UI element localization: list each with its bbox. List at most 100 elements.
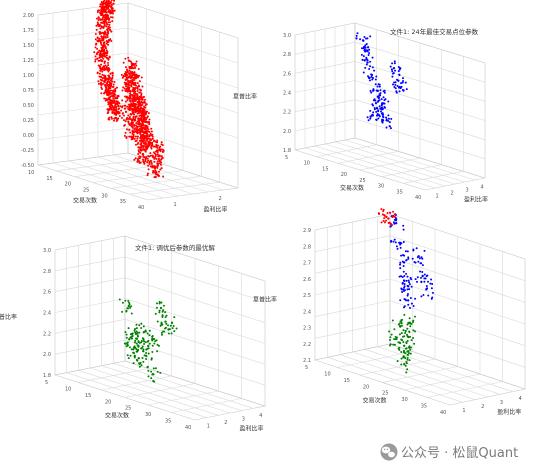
- data-point: [124, 73, 127, 76]
- data-point: [363, 35, 366, 38]
- data-point: [400, 350, 403, 353]
- data-point: [416, 280, 419, 283]
- data-point: [126, 343, 129, 346]
- data-point: [117, 104, 120, 107]
- data-point: [107, 78, 110, 81]
- series-points: [389, 213, 434, 310]
- data-point: [132, 348, 135, 351]
- data-point: [398, 68, 401, 71]
- data-point: [421, 257, 424, 260]
- data-point: [388, 211, 391, 214]
- data-point: [98, 75, 101, 78]
- data-point: [362, 47, 365, 50]
- series-points: [355, 32, 408, 130]
- data-point: [368, 68, 371, 71]
- data-point: [171, 321, 174, 324]
- data-point: [406, 285, 409, 288]
- y-tick-label: 25: [83, 188, 89, 194]
- data-point: [175, 327, 178, 330]
- y-tick-label: 10: [65, 386, 71, 392]
- data-point: [124, 66, 127, 69]
- data-point: [125, 68, 128, 71]
- data-point: [149, 165, 152, 168]
- data-point: [156, 141, 159, 144]
- data-point: [131, 90, 134, 93]
- data-point: [131, 74, 134, 77]
- data-point: [130, 135, 133, 138]
- data-point: [106, 108, 109, 111]
- x-tick-label: 3: [500, 400, 503, 406]
- data-point: [125, 135, 128, 138]
- data-point: [121, 106, 124, 109]
- data-point: [155, 339, 158, 342]
- data-point: [164, 316, 167, 319]
- data-point: [107, 16, 110, 19]
- data-point: [138, 128, 141, 131]
- data-point: [144, 104, 147, 107]
- data-point: [112, 109, 115, 112]
- x-tick-label: 3: [466, 188, 469, 194]
- data-point: [161, 157, 164, 160]
- data-point: [153, 380, 156, 383]
- data-point: [389, 336, 392, 339]
- data-point: [397, 70, 400, 73]
- data-point: [101, 48, 104, 51]
- data-point: [401, 282, 404, 285]
- data-point: [103, 0, 106, 2]
- data-point: [112, 2, 115, 5]
- data-point: [398, 74, 401, 77]
- data-point: [137, 157, 140, 160]
- data-point: [134, 74, 137, 77]
- data-point: [156, 163, 159, 166]
- data-point: [106, 33, 109, 36]
- data-point: [105, 22, 108, 25]
- data-point: [97, 16, 100, 19]
- y-tick-label: 30: [401, 397, 407, 403]
- data-point: [130, 312, 133, 315]
- data-point: [167, 324, 170, 327]
- data-point: [387, 119, 390, 122]
- data-point: [146, 161, 149, 164]
- data-point: [115, 116, 118, 119]
- series-points: [93, 0, 165, 179]
- y-tick-label: 15: [46, 176, 52, 182]
- data-point: [102, 38, 105, 41]
- y-tick-label: 15: [85, 393, 91, 399]
- data-point: [127, 357, 130, 360]
- data-point: [401, 260, 404, 263]
- data-point: [371, 56, 374, 59]
- data-point: [105, 82, 108, 85]
- data-point: [99, 5, 102, 8]
- data-point: [141, 96, 144, 99]
- data-point: [148, 134, 151, 137]
- data-point: [419, 270, 422, 273]
- x-axis-title: 盈利比率: [464, 195, 488, 203]
- data-point: [129, 97, 132, 100]
- data-point: [119, 105, 122, 108]
- data-point: [124, 131, 127, 134]
- data-point: [407, 256, 410, 259]
- z-tick-label: 2.4: [303, 309, 311, 315]
- data-point: [110, 116, 113, 119]
- y-tick-label: 40: [415, 195, 421, 201]
- data-point: [153, 152, 156, 155]
- z-tick-label: 1.8: [283, 148, 291, 154]
- data-point: [143, 340, 146, 343]
- data-point: [128, 69, 131, 72]
- data-point: [120, 109, 123, 112]
- data-point: [158, 170, 161, 173]
- data-point: [136, 93, 139, 96]
- data-point: [135, 64, 138, 67]
- data-point: [115, 110, 118, 113]
- data-point: [95, 17, 98, 20]
- data-point: [157, 155, 160, 158]
- data-point: [100, 3, 103, 6]
- data-point: [400, 254, 403, 257]
- data-point: [383, 221, 386, 224]
- data-point: [108, 23, 111, 26]
- y-tick-label: 20: [341, 172, 347, 178]
- data-point: [94, 60, 97, 63]
- data-point: [140, 139, 143, 142]
- data-point: [397, 341, 400, 344]
- data-point: [130, 63, 133, 66]
